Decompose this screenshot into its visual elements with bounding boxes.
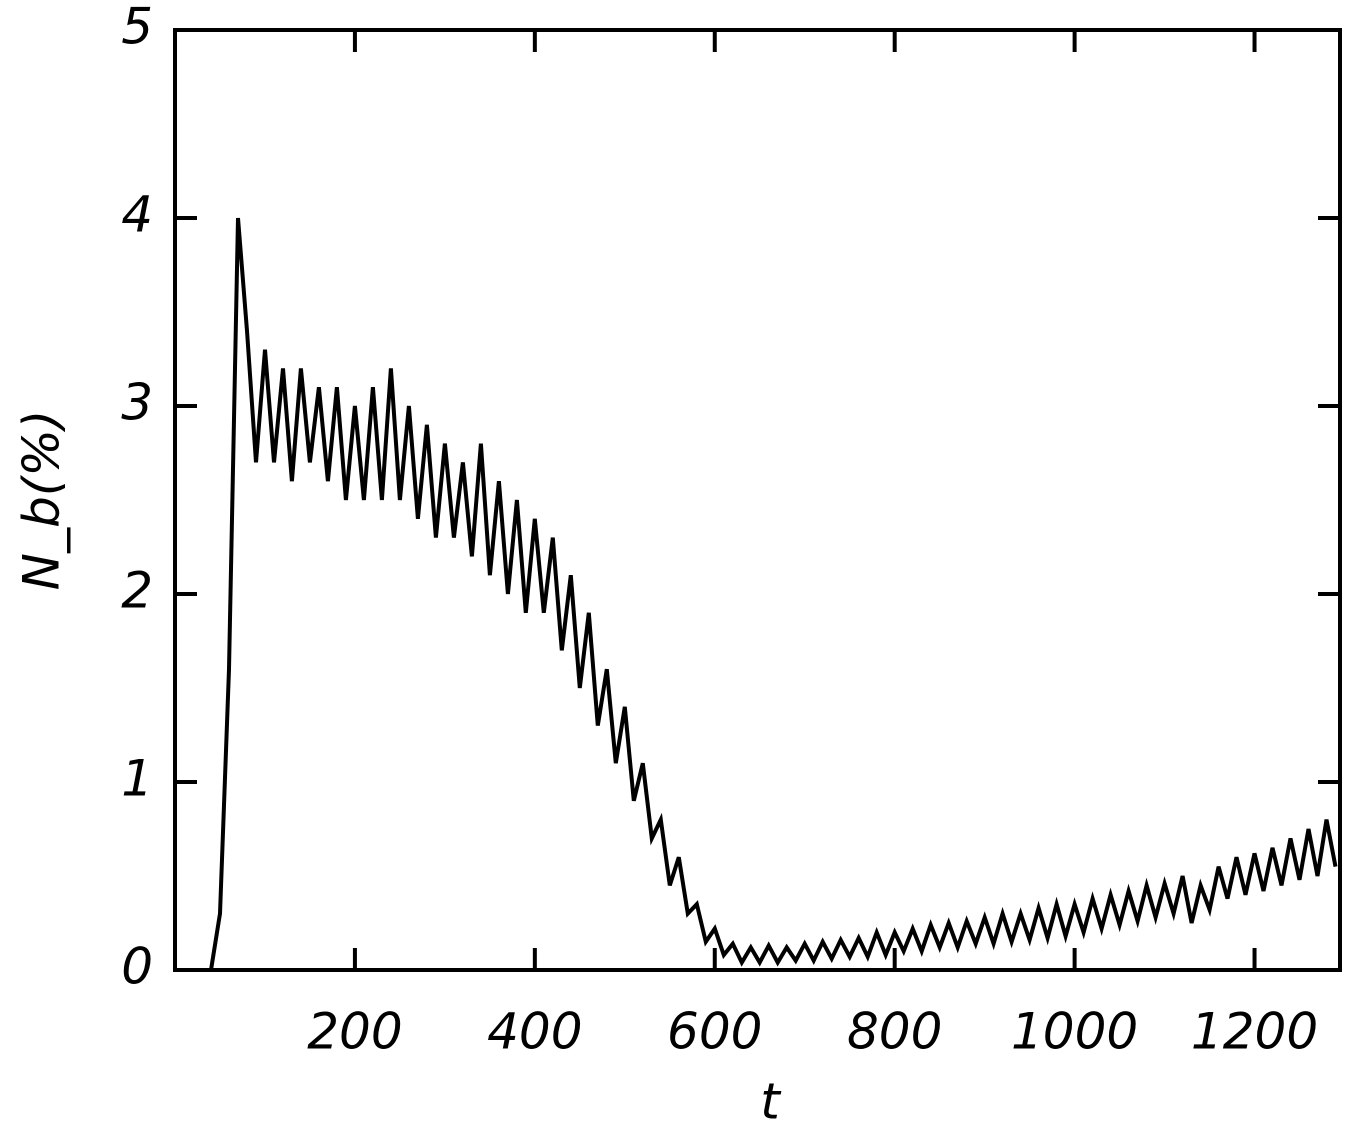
x-tick-label: 1200 [1191, 1003, 1318, 1061]
y-tick-label: 5 [121, 0, 153, 56]
y-tick-label: 2 [121, 562, 153, 620]
plot-frame [173, 28, 1342, 972]
x-tick-label: 200 [307, 1003, 402, 1061]
y-axis-label: N_b(%) [13, 410, 71, 591]
x-axis-label: t [760, 1073, 782, 1131]
y-tick-label: 0 [121, 938, 153, 996]
x-tick-label: 600 [667, 1003, 762, 1061]
y-tick-label: 4 [121, 186, 153, 244]
x-tick-label: 800 [847, 1003, 942, 1061]
data-line [209, 217, 1338, 971]
y-tick-label: 3 [121, 374, 153, 432]
y-tick-label: 1 [121, 750, 153, 808]
x-tick-label: 400 [487, 1003, 582, 1061]
x-tick-label: 1000 [1011, 1003, 1138, 1061]
